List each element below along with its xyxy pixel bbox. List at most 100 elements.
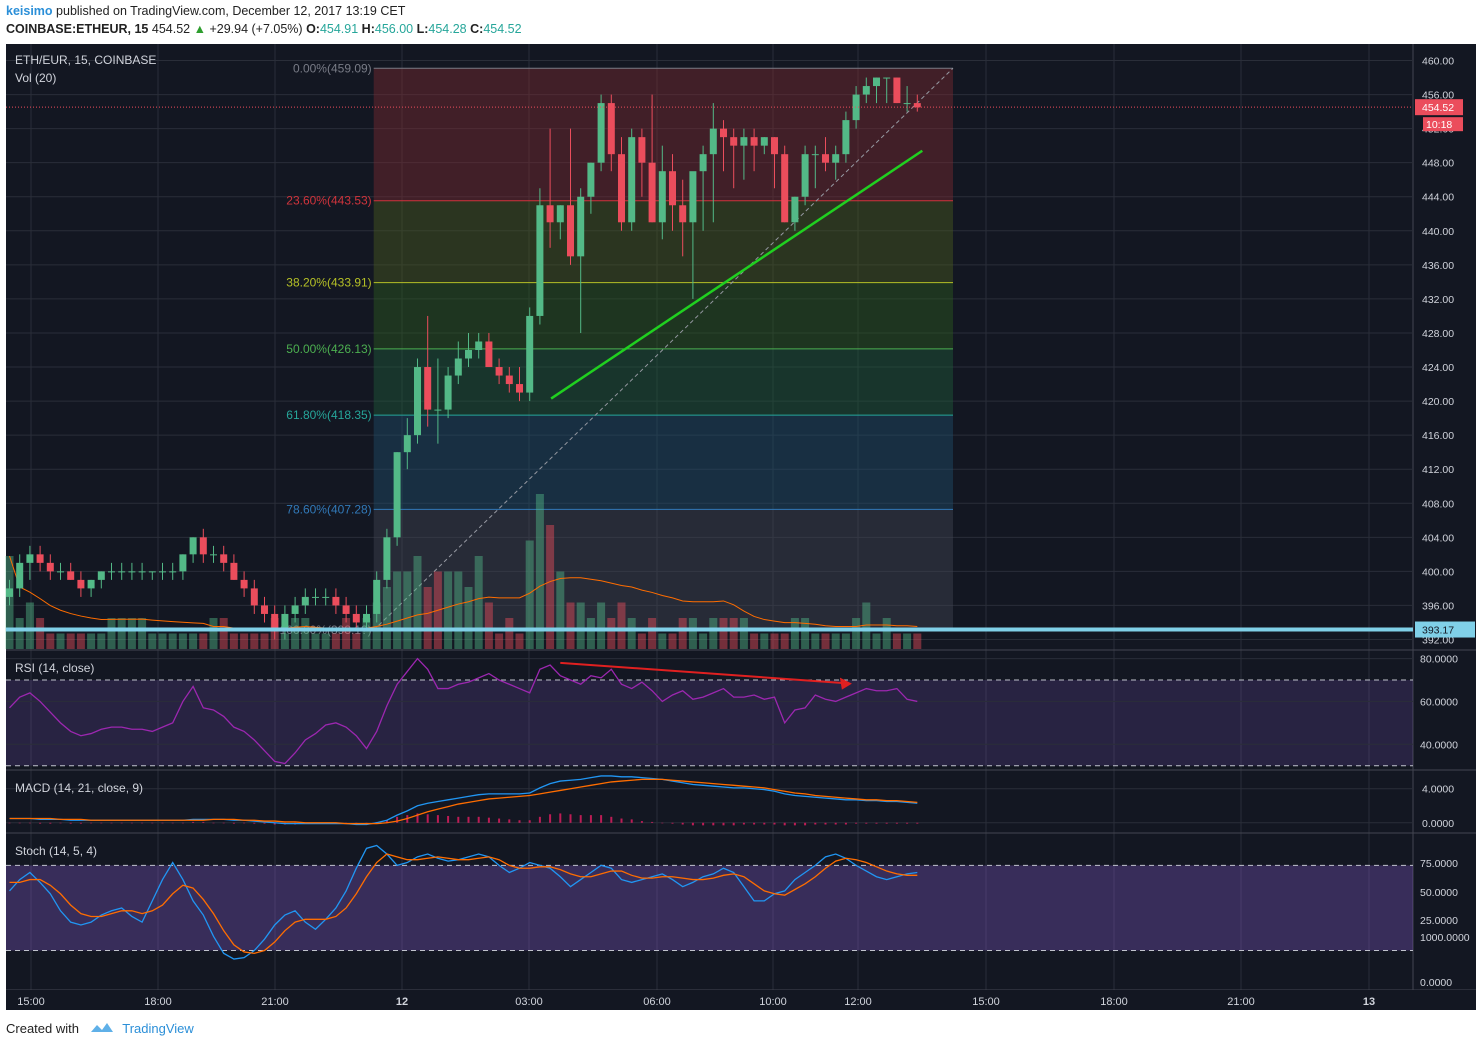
candle-body [822, 154, 829, 163]
macd-histogram-bar [844, 822, 847, 825]
candle-body [261, 605, 268, 614]
macd-histogram-bar [569, 814, 572, 823]
time-axis-label: 15:00 [972, 996, 1000, 1008]
candle-body [546, 205, 554, 223]
candle-body [46, 562, 54, 572]
volume-bar [56, 633, 65, 649]
volume-bar [699, 633, 708, 649]
macd-histogram-bar [691, 822, 694, 826]
price-axis-label: 448.00 [1422, 158, 1454, 170]
macd-histogram-bar [804, 822, 807, 826]
macd-histogram-bar [640, 821, 643, 823]
volume-bar [178, 633, 187, 649]
volume-bar [311, 633, 320, 649]
candle-body [128, 571, 136, 573]
macd-histogram-bar [39, 822, 42, 824]
price-axis-label: 432.00 [1422, 294, 1454, 306]
macd-histogram-bar [28, 822, 31, 824]
close-value: 454.52 [483, 22, 522, 36]
stoch-band [6, 865, 1413, 951]
candle-body [597, 103, 605, 163]
open-value: 454.91 [319, 22, 359, 36]
macd-pane-title: MACD (14, 21, close, 9) [15, 781, 143, 795]
candle-body [587, 162, 595, 197]
candle-body [750, 137, 758, 146]
author-name[interactable]: keisimo [6, 4, 53, 18]
macd-histogram-bar [661, 822, 664, 824]
macd-histogram-bar [100, 822, 103, 824]
volume-bar [729, 618, 738, 649]
macd-histogram-bar [18, 822, 21, 824]
candle-body [893, 77, 901, 104]
volume-bar [362, 618, 371, 649]
volume-bar [495, 633, 504, 649]
volume-bar [168, 633, 177, 649]
volume-bar [199, 633, 208, 649]
volume-bar [658, 633, 667, 649]
countdown-tag [1423, 117, 1463, 132]
volume-bar [260, 633, 269, 649]
candle-body [393, 452, 401, 538]
macd-histogram-bar [181, 822, 184, 824]
countdown-label: 10:18 [1426, 119, 1452, 131]
volume-bar [403, 571, 412, 649]
fib-trend-dashed-line [373, 67, 954, 631]
candle-body [373, 579, 381, 614]
volume-bar [444, 571, 453, 649]
candle-body [363, 613, 370, 623]
macd-histogram-bar [457, 816, 460, 823]
candle-body [322, 596, 330, 598]
candle-body [118, 571, 126, 573]
price-axis-label: 424.00 [1422, 362, 1454, 374]
time-axis-background [6, 990, 1476, 1010]
candle-body [771, 137, 778, 155]
candle-body [220, 554, 228, 563]
candle-body [332, 596, 340, 606]
volume-bar [811, 633, 820, 649]
rsi-line [9, 657, 918, 765]
macd-histogram-bar [793, 822, 796, 826]
time-axis-label: 13 [1363, 996, 1375, 1008]
macd-histogram-bar [651, 821, 654, 823]
tradingview-logo-icon[interactable] [90, 1022, 113, 1037]
volume-bar [250, 633, 259, 649]
macd-histogram-bar [447, 815, 450, 823]
candle-body [638, 137, 646, 163]
volume-bar [484, 602, 493, 649]
macd-histogram-bar [865, 822, 868, 824]
macd-histogram-bar [559, 813, 562, 823]
volume-bar [474, 556, 483, 649]
time-axis-label: 21:00 [1227, 996, 1255, 1008]
macd-histogram-bar [528, 820, 531, 823]
tradingview-link[interactable]: TradingView [122, 1021, 194, 1036]
close-label: C: [470, 22, 484, 36]
created-with-text: Created with [6, 1021, 79, 1036]
volume-label: Vol (20) [15, 71, 56, 85]
macd-histogram-bar [467, 816, 470, 823]
volume-bar [87, 633, 96, 649]
candle-body [301, 596, 309, 606]
macd-histogram-bar [49, 822, 52, 824]
candle-body [760, 137, 768, 146]
candle-body [699, 154, 707, 172]
fib-level-label: 23.60%(443.53) [286, 194, 371, 208]
volume-bar [882, 618, 891, 649]
volume-bar [127, 618, 136, 649]
macd-histogram-bar [600, 815, 603, 823]
time-axis-label: 06:00 [643, 996, 671, 1008]
macd-histogram-bar [579, 815, 582, 823]
volume-bar [525, 540, 534, 649]
fib-zone [373, 509, 953, 631]
volume-bar [913, 633, 922, 649]
volume-bar [668, 633, 677, 649]
macd-histogram-bar [253, 822, 256, 824]
candle-body [271, 613, 279, 631]
time-axis-label: 18:00 [1100, 996, 1128, 1008]
macd-histogram-bar [161, 822, 164, 824]
macd-histogram-bar [273, 822, 276, 825]
trading-chart[interactable]: 460.00456.00452.00448.00444.00440.00436.… [0, 0, 1484, 1010]
volume-bar [15, 618, 24, 649]
candle-body [913, 103, 921, 108]
volume-bar [780, 633, 789, 649]
macd-histogram-bar [498, 818, 501, 823]
